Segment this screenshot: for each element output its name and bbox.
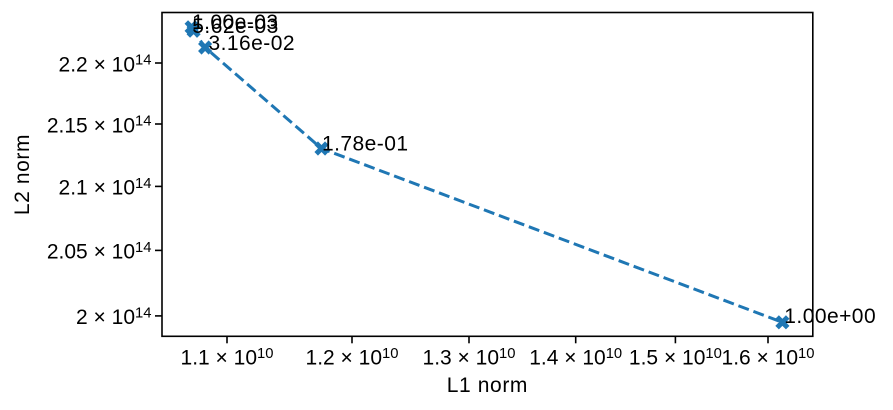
svg-text:1.00e-03: 1.00e-03 bbox=[192, 11, 279, 34]
svg-text:1.5 × 1010: 1.5 × 1010 bbox=[629, 346, 722, 370]
svg-text:3.16e-02: 3.16e-02 bbox=[209, 32, 296, 55]
svg-text:1.00e+00: 1.00e+00 bbox=[784, 305, 876, 328]
svg-text:1.1 × 1010: 1.1 × 1010 bbox=[181, 346, 274, 370]
svg-text:1.2 × 1010: 1.2 × 1010 bbox=[306, 346, 399, 370]
svg-text:1.3 × 1010: 1.3 × 1010 bbox=[423, 346, 516, 370]
svg-text:2 × 1014: 2 × 1014 bbox=[76, 305, 151, 329]
svg-text:2.15 × 1014: 2.15 × 1014 bbox=[47, 114, 152, 138]
svg-text:L1 norm: L1 norm bbox=[447, 374, 528, 397]
svg-text:2.05 × 1014: 2.05 × 1014 bbox=[47, 240, 152, 264]
svg-text:1.6 × 1010: 1.6 × 1010 bbox=[722, 346, 815, 370]
svg-text:5.62e-03: 5.62e-03 bbox=[192, 15, 279, 38]
svg-text:1.78e-01: 1.78e-01 bbox=[322, 133, 409, 156]
svg-text:L2 norm: L2 norm bbox=[11, 134, 34, 215]
svg-text:2.2 × 1014: 2.2 × 1014 bbox=[59, 53, 152, 77]
svg-text:1.4 × 1010: 1.4 × 1010 bbox=[529, 346, 622, 370]
svg-text:2.1 × 1014: 2.1 × 1014 bbox=[59, 176, 152, 200]
